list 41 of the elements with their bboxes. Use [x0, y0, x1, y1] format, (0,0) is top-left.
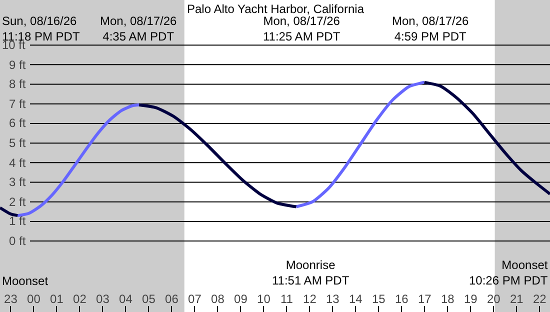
x-tick-label: 20 — [486, 292, 501, 306]
annotation: Moonset 10:26 PM PDT — [469, 258, 548, 288]
annotation: Moonset — [2, 274, 49, 288]
x-tick-label: 13 — [326, 292, 340, 306]
x-tick-label: 12 — [303, 292, 317, 306]
y-tick-label: 5 ft — [9, 136, 26, 150]
x-tick-label: 08 — [211, 292, 225, 306]
x-tick-label: 06 — [165, 292, 179, 306]
x-tick-label: 21 — [510, 292, 524, 306]
x-tick-label: 03 — [96, 292, 110, 306]
annotation: Mon, 08/17/26 11:25 AM PDT — [263, 14, 341, 44]
annotation: Moonrise 11:51 AM PDT — [272, 258, 350, 288]
x-tick-label: 23 — [4, 292, 18, 306]
y-tick-label: 3 ft — [9, 175, 26, 189]
x-tick-label: 15 — [372, 292, 386, 306]
annotation: Mon, 08/17/26 4:59 PM PDT — [392, 14, 470, 44]
chart-title: Palo Alto Yacht Harbor, California — [187, 2, 364, 16]
y-tick-label: 1 ft — [9, 214, 26, 228]
x-tick-label: 07 — [188, 292, 202, 306]
y-tick-label: 6 ft — [9, 116, 26, 130]
y-tick-label: 4 ft — [9, 156, 26, 170]
x-tick-label: 09 — [234, 292, 248, 306]
x-tick-label: 02 — [73, 292, 87, 306]
y-tick-label: 2 ft — [9, 195, 26, 209]
x-tick-label: 17 — [418, 292, 432, 306]
x-tick-label: 11 — [280, 292, 294, 306]
x-tick-label: 10 — [257, 292, 271, 306]
x-tick-label: 18 — [440, 292, 455, 306]
x-tick-label: 04 — [119, 292, 133, 306]
x-tick-label: 05 — [142, 292, 156, 306]
y-tick-label: 9 ft — [9, 58, 26, 72]
x-tick-label: 22 — [532, 292, 547, 306]
x-tick-label: 01 — [50, 292, 64, 306]
x-tick-label: 00 — [27, 292, 41, 306]
x-tick-label: 16 — [394, 292, 409, 306]
y-tick-label: 8 ft — [9, 77, 26, 91]
x-tick-label: 14 — [349, 292, 363, 306]
y-tick-label: 0 ft — [9, 234, 26, 248]
x-tick-label: 19 — [464, 292, 478, 306]
annotation: Mon, 08/17/26 4:35 AM PDT — [100, 14, 178, 44]
y-tick-label: 7 ft — [9, 97, 26, 111]
